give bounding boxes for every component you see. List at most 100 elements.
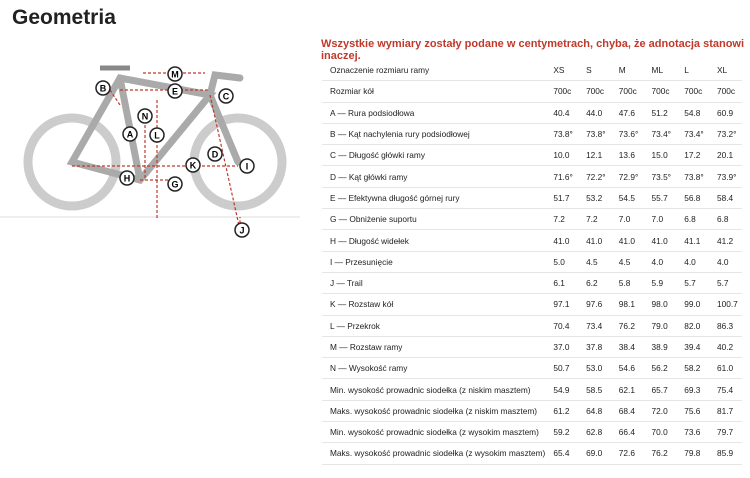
cell-value: S	[578, 60, 611, 82]
table-row: E — Efektywna długość górnej rury 51.7 53.…	[322, 187, 742, 210]
cell-value: 76.2	[643, 442, 677, 465]
cell-value: 59.2	[545, 421, 579, 444]
cell-value: 73.4°	[643, 123, 677, 146]
cell-value: 61.0	[709, 357, 742, 380]
table-row: G — Obniżenie suportu 7.2 7.2 7.0 7.0 6.8 6.8	[322, 208, 742, 231]
cell-value: 41.0	[610, 229, 644, 252]
label-letter: G	[171, 180, 178, 190]
label-letter: H	[124, 174, 131, 184]
cell-value: 72.0	[643, 400, 677, 423]
cell-value: 6.2	[578, 272, 611, 295]
cell-value: 50.7	[545, 357, 579, 380]
cell-value: 4.5	[578, 251, 611, 273]
cell-value: 54.8	[676, 102, 709, 124]
cell-value: 13.6	[610, 144, 644, 167]
cell-value: 6.8	[676, 208, 709, 231]
cell-value: 98.1	[610, 293, 644, 316]
cell-value: 61.2	[545, 400, 579, 423]
cell-value: 40.4	[545, 102, 579, 124]
label-badge	[167, 66, 183, 82]
cell-value: 15.0	[643, 144, 677, 167]
cell-label: D — Kąt główki ramy	[322, 165, 546, 188]
cell-label: I — Przesunięcie	[322, 251, 546, 273]
cell-value: 54.5	[610, 187, 644, 210]
cell-value: 56.8	[676, 187, 709, 210]
cell-value: 51.2	[643, 102, 677, 124]
cell-value: 10.0	[545, 144, 579, 167]
table-row: M — Rozstaw ramy 37.0 37.8 38.4 38.9 39.4 40.2	[322, 336, 742, 359]
cell-value: 62.8	[578, 421, 611, 444]
cell-value: 60.9	[709, 102, 742, 124]
cell-value: 66.4	[610, 421, 644, 444]
cell-value: 700c	[545, 80, 579, 103]
label-letter: I	[246, 162, 249, 172]
table-row: B — Kąt nachylenia rury podsiodłowej 73.8…	[322, 123, 742, 146]
cell-label: B — Kąt nachylenia rury podsiodłowej	[322, 123, 546, 146]
cell-value: 73.8°	[545, 123, 579, 146]
cell-value: 100.7	[709, 293, 742, 316]
cell-value: 73.6	[676, 421, 709, 444]
table-row: D — Kąt główki ramy 71.6° 72.2° 72.9° 73.5° 7…	[322, 165, 742, 188]
cell-value: 4.5	[610, 251, 644, 273]
cell-value: 82.0	[676, 315, 709, 337]
label-badge	[234, 222, 250, 238]
label-badge	[137, 108, 153, 124]
cell-value: 81.7	[709, 400, 742, 423]
cell-value: 58.5	[578, 378, 611, 401]
cell-value: 20.1	[709, 144, 742, 167]
cell-label: C — Długość główki ramy	[322, 144, 546, 167]
cell-value: 79.0	[643, 315, 677, 337]
cell-value: 56.2	[643, 357, 677, 380]
cell-value: 72.2°	[578, 165, 611, 188]
cell-value: 7.0	[643, 208, 677, 231]
table-row: Maks. wysokość prowadnic siodełka (z nis…	[322, 400, 742, 423]
cell-value: 73.9°	[709, 165, 742, 188]
cell-value: 98.0	[643, 293, 677, 316]
cell-value: 73.4°	[676, 123, 709, 146]
label-badge	[149, 127, 165, 143]
table-row: C — Długość główki ramy 10.0 12.1 13.6 15.0 1…	[322, 144, 742, 167]
label-letter: A	[127, 130, 134, 140]
cell-value: 58.2	[676, 357, 709, 380]
table-row: K — Rozstaw kół 97.1 97.6 98.1 98.0 99.0 100.7	[322, 293, 742, 316]
cell-value: 37.8	[578, 336, 611, 359]
cell-value: 7.2	[578, 208, 611, 231]
label-letter: N	[142, 112, 149, 122]
cell-value: 54.9	[545, 378, 579, 401]
cell-value: 17.2	[676, 144, 709, 167]
label-badge	[218, 88, 234, 104]
cell-value: 12.1	[578, 144, 611, 167]
cell-value: ML	[643, 60, 677, 82]
cell-value: 69.3	[676, 378, 709, 401]
cell-value: 38.9	[643, 336, 677, 359]
label-badge	[167, 83, 183, 99]
cell-value: XS	[545, 60, 579, 82]
cell-value: 51.7	[545, 187, 579, 210]
cell-label: Maks. wysokość prowadnic siodełka (z nis…	[322, 400, 546, 423]
table-row: H — Długość widełek 41.0 41.0 41.0 41.0 41.1 4…	[322, 229, 742, 252]
cell-label: Oznaczenie rozmiaru ramy	[322, 60, 546, 82]
cell-value: 5.0	[545, 251, 579, 273]
cell-value: 41.2	[709, 229, 742, 252]
cell-value: 7.0	[610, 208, 644, 231]
cell-value: 70.0	[643, 421, 677, 444]
cell-value: 4.0	[709, 251, 742, 273]
cell-value: 55.7	[643, 187, 677, 210]
cell-value: 75.6	[676, 400, 709, 423]
cell-value: 700c	[578, 80, 611, 103]
table-row: Rozmiar kół 700c 700c 700c 700c 700c 700c	[322, 80, 742, 103]
cell-value: 700c	[709, 80, 742, 103]
cell-label: Maks. wysokość prowadnic siodełka (z wys…	[322, 442, 546, 465]
cell-value: 39.4	[676, 336, 709, 359]
cell-value: 41.0	[578, 229, 611, 252]
cell-value: 73.8°	[676, 165, 709, 188]
cell-value: 4.0	[676, 251, 709, 273]
cell-value: 700c	[610, 80, 644, 103]
label-badge	[122, 126, 138, 142]
cell-value: 62.1	[610, 378, 644, 401]
cell-value: 73.8°	[578, 123, 611, 146]
cell-value: 6.8	[709, 208, 742, 231]
table-row: A — Rura podsiodłowa 40.4 44.0 47.6 51.2 54.8…	[322, 102, 742, 124]
title: Geometria	[12, 6, 116, 29]
